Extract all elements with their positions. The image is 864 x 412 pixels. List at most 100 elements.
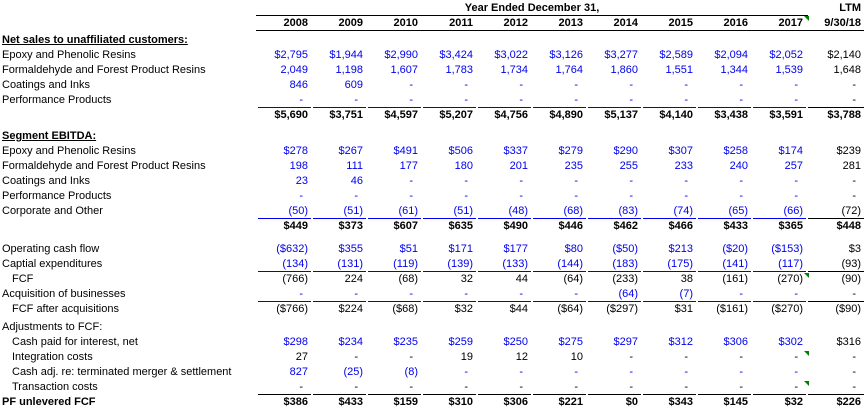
year-column-header[interactable]: 2012	[478, 16, 531, 30]
cell[interactable]: $226	[808, 395, 864, 410]
year-column-header[interactable]: 2015	[643, 16, 696, 30]
cell[interactable]: (64)	[533, 272, 586, 287]
year-column-header[interactable]: 2013	[533, 16, 586, 30]
cell[interactable]: $5,207	[423, 108, 476, 123]
cell[interactable]: -	[753, 287, 806, 302]
cell[interactable]: -	[533, 189, 586, 204]
ltm-date-header[interactable]: 9/30/18	[808, 16, 864, 30]
cell[interactable]: -	[533, 287, 586, 302]
section-title[interactable]: Segment EBITDA:	[2, 130, 97, 142]
cell[interactable]: $267	[313, 144, 366, 159]
cell[interactable]: ($297)	[588, 302, 641, 317]
cell[interactable]: 12	[478, 350, 531, 365]
year-column-header[interactable]: 2008	[258, 16, 311, 30]
cell[interactable]: $506	[423, 144, 476, 159]
cell[interactable]: -	[478, 380, 531, 395]
cell[interactable]: 609	[313, 78, 366, 93]
row-label[interactable]: Operating cash flow	[2, 243, 100, 255]
cell[interactable]: 827	[258, 365, 311, 380]
cell[interactable]: -	[698, 287, 751, 302]
cell[interactable]: (7)	[643, 287, 696, 302]
cell[interactable]: $171	[423, 242, 476, 257]
cell[interactable]: (66)	[753, 204, 806, 219]
row-label[interactable]: Performance Products	[2, 94, 112, 106]
cell[interactable]: 2,049	[258, 63, 311, 78]
cell[interactable]: 1,734	[478, 63, 531, 78]
cell[interactable]: -	[643, 93, 696, 108]
cell[interactable]: $373	[313, 219, 366, 234]
cell[interactable]: $297	[588, 335, 641, 350]
cell[interactable]: -	[423, 93, 476, 108]
cell[interactable]: -	[368, 287, 421, 302]
cell[interactable]: $145	[698, 395, 751, 410]
cell[interactable]: $312	[643, 335, 696, 350]
cell[interactable]: $462	[588, 219, 641, 234]
cell[interactable]: $449	[258, 219, 311, 234]
year-column-header[interactable]: 2016	[698, 16, 751, 30]
cell[interactable]: -	[478, 174, 531, 189]
cell[interactable]: 46	[313, 174, 366, 189]
cell[interactable]: $2,140	[808, 48, 864, 63]
cell[interactable]: 846	[258, 78, 311, 93]
cell[interactable]: ($270)	[753, 302, 806, 317]
cell[interactable]: $44	[478, 302, 531, 317]
cell[interactable]: $343	[643, 395, 696, 410]
cell[interactable]: $80	[533, 242, 586, 257]
cell[interactable]: $298	[258, 335, 311, 350]
cell[interactable]: $433	[698, 219, 751, 234]
cell[interactable]: -	[478, 365, 531, 380]
cell[interactable]: -	[643, 174, 696, 189]
cell[interactable]: 27	[258, 350, 311, 365]
cell[interactable]: (51)	[313, 204, 366, 219]
cell[interactable]: ($90)	[808, 302, 864, 317]
cell[interactable]: (144)	[533, 257, 586, 272]
cell[interactable]: (175)	[643, 257, 696, 272]
cell[interactable]: $3,438	[698, 108, 751, 123]
cell[interactable]: $2,052	[753, 48, 806, 63]
cell[interactable]: $3	[808, 242, 864, 257]
cell[interactable]: -	[478, 287, 531, 302]
year-column-header[interactable]: 2009	[313, 16, 366, 30]
cell[interactable]: ($766)	[258, 302, 311, 317]
cell[interactable]: -	[643, 189, 696, 204]
cell[interactable]: -	[478, 78, 531, 93]
cell[interactable]: $316	[808, 335, 864, 350]
row-label[interactable]: Coatings and Inks	[2, 175, 91, 187]
cell[interactable]: -	[313, 350, 366, 365]
cell[interactable]: (233)	[588, 272, 641, 287]
row-label[interactable]: Cash paid for interest, net	[12, 336, 138, 348]
row-label[interactable]: FCF	[12, 273, 34, 285]
row-label[interactable]: Transaction costs	[12, 381, 98, 393]
cell[interactable]: $355	[313, 242, 366, 257]
cell[interactable]: (74)	[643, 204, 696, 219]
cell[interactable]: -	[368, 93, 421, 108]
cell[interactable]: 44	[478, 272, 531, 287]
cell[interactable]: 281	[808, 159, 864, 174]
cell[interactable]: $4,890	[533, 108, 586, 123]
row-label[interactable]: Integration costs	[12, 351, 93, 363]
row-label[interactable]: Epoxy and Phenolic Resins	[2, 49, 136, 61]
cell[interactable]: $386	[258, 395, 311, 410]
cell[interactable]: ($161)	[698, 302, 751, 317]
cell[interactable]: $1,944	[313, 48, 366, 63]
row-label[interactable]: Cash adj. re: terminated merger & settle…	[12, 366, 232, 378]
cell[interactable]: $306	[478, 395, 531, 410]
cell[interactable]: -	[808, 380, 864, 395]
cell[interactable]: 1,539	[753, 63, 806, 78]
cell[interactable]: 23	[258, 174, 311, 189]
cell[interactable]: $3,424	[423, 48, 476, 63]
cell[interactable]: 240	[698, 159, 751, 174]
cell[interactable]: (183)	[588, 257, 641, 272]
cell[interactable]: -	[313, 93, 366, 108]
cell[interactable]: 198	[258, 159, 311, 174]
cell[interactable]: $51	[368, 242, 421, 257]
cell[interactable]: $32	[753, 395, 806, 410]
cell[interactable]: (90)	[808, 272, 864, 287]
cell[interactable]: -	[698, 93, 751, 108]
cell[interactable]: $221	[533, 395, 586, 410]
cell[interactable]: (93)	[808, 257, 864, 272]
cell[interactable]: -	[753, 350, 809, 365]
cell[interactable]: $224	[313, 302, 366, 317]
cell[interactable]: -	[533, 78, 586, 93]
cell[interactable]: $159	[368, 395, 421, 410]
